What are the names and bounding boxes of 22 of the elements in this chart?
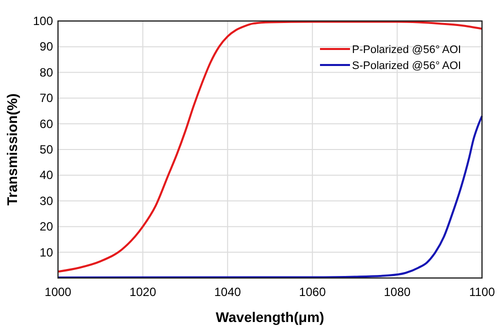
y-axis-title: Transmission(%) — [4, 93, 20, 206]
y-tick-label: 80 — [40, 65, 54, 80]
y-tick-label: 90 — [40, 40, 54, 54]
x-tick-label: 1060 — [299, 285, 326, 299]
y-tick-label: 20 — [40, 220, 54, 234]
y-tick-label: 30 — [40, 194, 54, 208]
x-tick-label: 1040 — [214, 285, 242, 299]
legend-label: S-Polarized @56° AOI — [352, 60, 462, 72]
x-axis-title: Wavelength(μm) — [216, 309, 324, 325]
x-tick-label: 1020 — [129, 285, 156, 299]
line-series — [57, 115, 483, 278]
legend-label: P-Polarized @56° AOI — [352, 44, 462, 56]
y-tick-label: 100 — [32, 14, 54, 28]
y-tick-label: 70 — [40, 91, 54, 106]
x-tick-label: 1080 — [384, 285, 411, 299]
x-tick-label: 1000 — [44, 285, 72, 299]
y-tick-label: 60 — [40, 116, 54, 131]
y-tick-label: 10 — [40, 245, 54, 260]
y-tick-label: 50 — [40, 142, 54, 156]
y-tick-label: 40 — [40, 168, 54, 182]
line-series — [57, 20, 483, 273]
x-tick-label: 1100 — [469, 285, 496, 299]
